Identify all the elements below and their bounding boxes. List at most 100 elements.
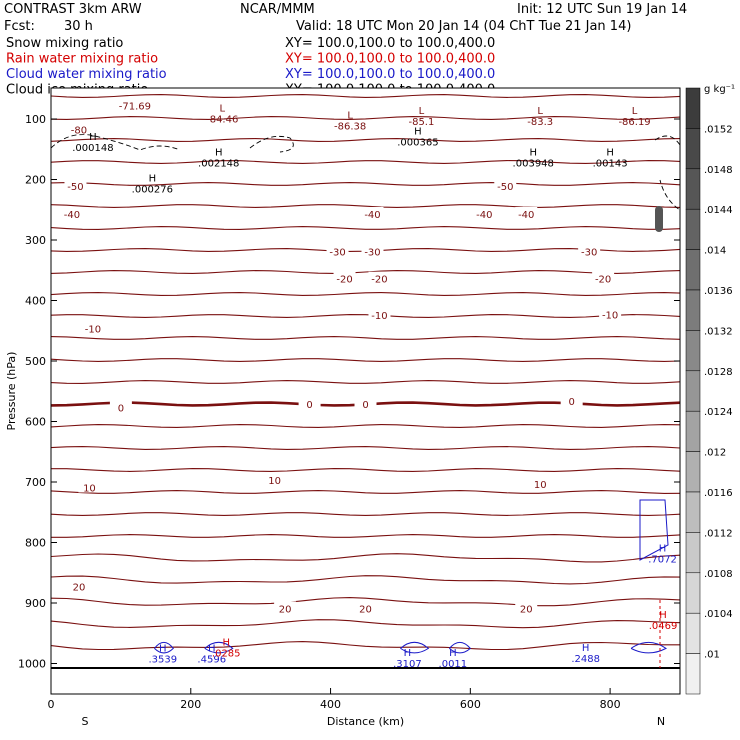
snow-contour — [249, 135, 294, 153]
isotherm-label-bg — [274, 601, 297, 614]
legend-field-xy: XY= 100.0,100.0 to 100.0,400.0 — [285, 52, 495, 67]
snow-high-marker: H — [414, 127, 422, 138]
legend-field-name: Snow mixing ratio — [6, 36, 123, 51]
isotherm-label-bg — [529, 476, 552, 489]
isotherm-label: 0 — [306, 400, 312, 411]
colorbar-segment — [685, 491, 701, 533]
colorbar-segment — [685, 330, 701, 372]
cloud-water-high-marker: H — [659, 544, 667, 555]
isotherm-label: 0 — [362, 400, 368, 411]
x-tick-label: 200 — [180, 698, 201, 711]
isotherm-label: -20 — [595, 275, 611, 286]
colorbar-segment — [685, 249, 701, 291]
low-value: -85.1 — [408, 117, 434, 128]
snow-high-marker: H — [149, 173, 157, 184]
legend-field-name: Cloud water mixing ratio — [6, 67, 167, 82]
cloud-water-high-marker: H — [208, 643, 216, 654]
isotherm-line — [51, 314, 680, 318]
isotherm-label: 20 — [520, 604, 533, 615]
isotherm-label: -20 — [371, 275, 387, 286]
snow-high-marker: H — [606, 147, 614, 158]
colorbar-segment — [685, 451, 701, 493]
isotherm-line — [51, 182, 680, 186]
colorbar-segment — [685, 128, 701, 170]
isotherm-label: -40 — [364, 210, 380, 221]
snow-contour — [51, 134, 181, 151]
cloud-water-high-value: .2488 — [571, 654, 600, 665]
isotherm-line — [51, 336, 680, 340]
cloud-water-high-value: .3539 — [149, 654, 178, 665]
x-axis-label: Distance (km) — [327, 715, 404, 728]
isotherm-line — [51, 490, 680, 494]
x-tick-label: 600 — [460, 698, 481, 711]
legend-field-xy: XY= 100.0,100.0 to 100.0,400.0 — [285, 67, 495, 82]
colorbar-segment — [685, 572, 701, 614]
isotherm-label-bg — [263, 473, 286, 486]
y-tick-label: 300 — [25, 234, 46, 247]
colorbar-segment — [685, 410, 701, 452]
isotherm-label: 10 — [83, 483, 96, 494]
colorbar-segment — [685, 87, 701, 129]
isotherm-line — [51, 446, 680, 450]
rain-high-value: .0469 — [649, 621, 678, 632]
colorbar-tick-label: .0132 — [704, 326, 733, 337]
isotherm-label-bg — [60, 206, 83, 219]
cloud-water-high-value: .3107 — [393, 659, 422, 670]
colorbar-segment — [685, 208, 701, 250]
cloud-ice-shading — [655, 206, 663, 232]
isotherm-line — [51, 94, 680, 98]
isotherm-line — [51, 512, 680, 516]
isotherm-label-bg — [599, 307, 622, 320]
isotherm-line — [51, 534, 680, 538]
isotherm-label-bg — [109, 400, 132, 413]
low-marker: L — [219, 104, 225, 115]
isotherm-line — [51, 270, 680, 274]
isotherm-label-bg — [354, 601, 377, 614]
cloud-water-high-marker: H — [582, 643, 590, 654]
x-tick-label: 800 — [600, 698, 621, 711]
snow-high-marker: H — [529, 147, 537, 158]
y-tick-label: 200 — [25, 174, 46, 187]
snow-high-value: .002148 — [198, 158, 239, 169]
colorbar-segment — [685, 653, 701, 695]
colorbar-tick-label: .0108 — [704, 569, 733, 580]
y-tick-label: 600 — [25, 416, 46, 429]
fcst-label: Fcst: — [4, 19, 35, 34]
colorbar-unit-label: g kg⁻¹ — [704, 84, 735, 95]
isotherm-label-bg — [515, 206, 538, 219]
isotherm-label: -40 — [518, 210, 534, 221]
isotherm-label-bg — [298, 396, 321, 409]
low-marker: L — [347, 110, 353, 121]
isotherm-label-bg — [81, 321, 104, 334]
y-tick-label: 700 — [25, 476, 46, 489]
isotherm-label: 20 — [279, 604, 292, 615]
snow-high-value: .00143 — [593, 158, 628, 169]
isotherm-line — [51, 204, 680, 208]
plot-area: -71.69 -80 -50 -50 -40 -40 -40 -40 -30 -30 -30 -20 -… — [51, 88, 680, 694]
low-marker: L — [419, 106, 425, 117]
isotherm-label: -80 — [71, 125, 87, 136]
y-tick-label: 100 — [25, 113, 46, 126]
colorbar-tick-label: .0152 — [704, 124, 733, 135]
x-end-label-north: N — [657, 715, 665, 728]
cloud-water-contour — [154, 641, 174, 654]
isotherm-line — [51, 575, 680, 585]
y-axis-label: Pressure (hPa) — [5, 352, 18, 431]
isotherm-label: -71.69 — [119, 102, 151, 113]
isotherm-line — [51, 641, 680, 651]
y-tick-label: 500 — [25, 355, 46, 368]
isotherm-line — [51, 358, 680, 362]
colorbar-tick-label: .0148 — [704, 165, 733, 176]
colorbar-segment — [685, 370, 701, 412]
colorbar-segment — [685, 168, 701, 210]
header: CONTRAST 3km ARW NCAR/MMM Init: 12 UTC S… — [4, 2, 687, 34]
isotherm-line — [51, 138, 680, 142]
isotherm-line — [51, 160, 680, 164]
cloud-water-high-value: .4596 — [197, 654, 226, 665]
colorbar-tick-label: .0112 — [704, 528, 733, 539]
y-tick-label: 1000 — [18, 658, 46, 671]
isotherm-line — [51, 380, 680, 384]
isotherm-label-bg — [560, 393, 583, 406]
low-value: -83.3 — [527, 117, 553, 128]
